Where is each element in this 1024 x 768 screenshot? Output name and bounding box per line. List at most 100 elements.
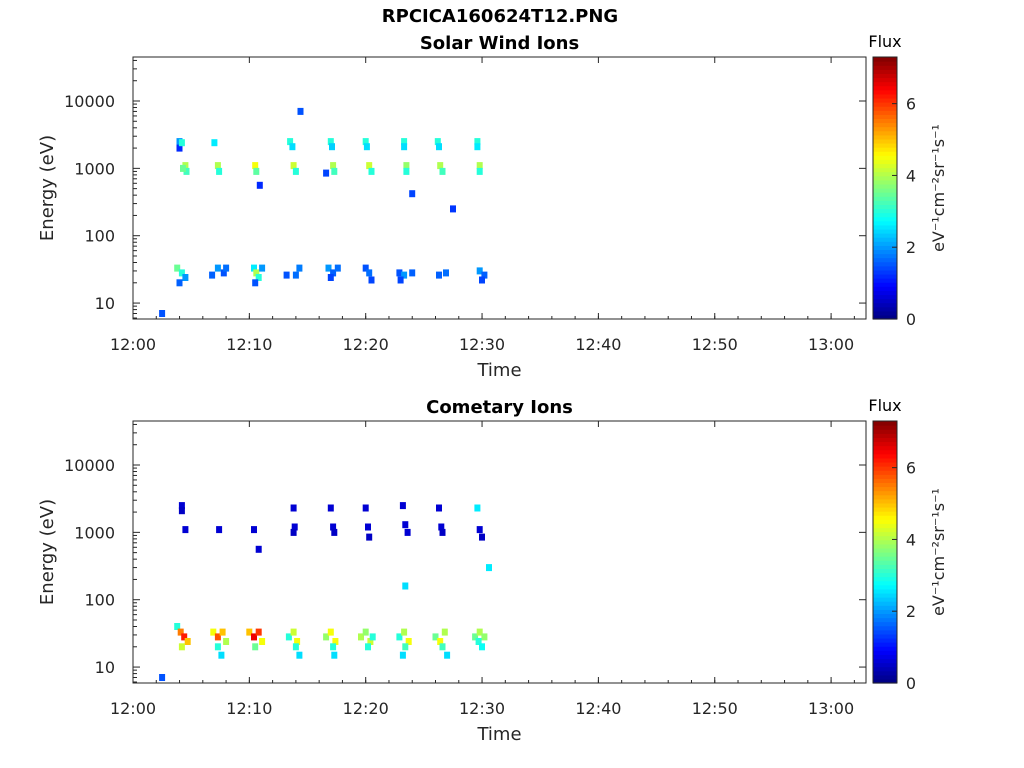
heatmap-cell — [404, 528, 411, 536]
colorbar-step — [873, 126, 897, 132]
heatmap-cell — [402, 582, 409, 590]
heatmap-cell — [296, 264, 303, 272]
colorbar-label: eV⁻¹cm⁻²sr⁻¹s⁻¹ — [929, 488, 948, 616]
heatmap-cell — [330, 162, 337, 170]
heatmap-cell — [214, 264, 221, 272]
heatmap-cell — [396, 269, 403, 277]
y-tick-label: 1000 — [74, 523, 115, 542]
colorbar-title: Flux — [868, 396, 901, 415]
heatmap-cell — [223, 638, 230, 645]
heatmap-cell — [323, 169, 330, 177]
heatmap-cell — [443, 269, 449, 277]
heatmap-cell — [297, 107, 304, 115]
y-tick-label: 100 — [84, 227, 115, 246]
heatmap-cell — [401, 138, 408, 146]
x-tick-label: 12:30 — [459, 335, 505, 354]
heatmap-cell — [218, 651, 225, 659]
colorbar-tick-label: 4 — [906, 166, 916, 185]
x-tick-label: 13:00 — [808, 699, 854, 718]
colorbar-step — [873, 278, 897, 283]
colorbar-step — [873, 212, 897, 218]
heatmap-cell — [214, 643, 221, 651]
colorbar-step — [873, 466, 897, 471]
colorbar-step — [873, 269, 897, 275]
panel-title: Cometary Ions — [426, 397, 573, 418]
colorbar-step — [873, 523, 897, 529]
y-tick-label: 1000 — [74, 159, 115, 178]
heatmap-cell — [182, 526, 189, 534]
heatmap-cell — [362, 504, 369, 512]
heatmap-cell — [472, 633, 479, 641]
colorbar-step — [873, 498, 897, 504]
heatmap-cell — [481, 271, 488, 279]
colorbar-label: eV⁻¹cm⁻²sr⁻¹s⁻¹ — [929, 124, 948, 252]
colorbar-step — [873, 310, 897, 316]
colorbar-step — [873, 298, 897, 304]
colorbar-step — [873, 490, 897, 496]
heatmap-cell — [223, 264, 230, 272]
colorbar-step — [873, 306, 897, 312]
heatmap-cell — [214, 162, 221, 170]
colorbar-step — [873, 441, 897, 447]
colorbar-step — [873, 506, 897, 512]
heatmap-cell — [184, 638, 191, 645]
colorbar-step — [873, 257, 897, 263]
colorbar-step — [873, 633, 897, 639]
heatmap-cell — [474, 138, 481, 146]
heatmap-cell — [476, 162, 483, 170]
colorbar-step — [873, 134, 897, 140]
colorbar-step — [873, 142, 897, 148]
colorbar-step — [873, 429, 897, 434]
colorbar-step — [873, 678, 897, 684]
heatmap-cell — [174, 623, 181, 630]
heatmap-cell — [220, 269, 227, 277]
heatmap-cell — [405, 638, 412, 645]
colorbar-step — [873, 167, 897, 173]
colorbar-step — [873, 233, 897, 238]
heatmap-cell — [399, 502, 406, 510]
heatmap-cell — [436, 143, 442, 151]
heatmap-cell — [159, 310, 166, 317]
heatmap-cell — [176, 279, 183, 287]
colorbar-step — [873, 629, 897, 635]
colorbar-step — [873, 609, 897, 614]
colorbar-step — [873, 527, 897, 533]
heatmap-cell — [438, 523, 445, 531]
heatmap-cell — [210, 628, 217, 636]
heatmap-cell — [437, 162, 444, 170]
colorbar-step — [873, 576, 897, 582]
colorbar-step — [873, 163, 897, 169]
colorbar-step — [873, 486, 897, 492]
heatmap-cell — [294, 638, 301, 645]
colorbar-step — [873, 183, 897, 189]
colorbar-step — [873, 482, 897, 488]
plot-frame — [132, 420, 867, 684]
colorbar-step — [873, 421, 897, 426]
heatmap-cell — [401, 271, 408, 279]
heatmap-cell — [159, 674, 166, 681]
colorbar-step — [873, 547, 897, 553]
heatmap-cell — [255, 545, 262, 553]
heatmap-cell — [176, 144, 183, 152]
x-tick-label: 12:30 — [459, 699, 505, 718]
heatmap-cell — [439, 528, 446, 536]
colorbar-step — [873, 253, 897, 259]
panel-0: Solar Wind Ions 12:00 12:10 12:20 12:30 12:40… — [37, 32, 948, 381]
heatmap-cell — [401, 628, 408, 636]
colorbar-step — [873, 568, 897, 574]
colorbar-step — [873, 114, 897, 119]
heatmap-cell — [211, 139, 218, 147]
heatmap-cells — [159, 502, 492, 681]
heatmap-cell — [178, 502, 185, 510]
x-axis-label: Time — [476, 724, 521, 745]
plot-area — [133, 57, 866, 319]
colorbar-step — [873, 208, 897, 214]
heatmap-cell — [251, 633, 257, 641]
colorbar-step — [873, 437, 897, 443]
heatmap-cell — [409, 269, 416, 277]
colorbar-step — [873, 519, 897, 524]
colorbar-step — [873, 605, 897, 610]
heatmap-cell — [401, 143, 408, 151]
colorbar-step — [873, 637, 897, 643]
heatmap-cell — [290, 528, 297, 536]
